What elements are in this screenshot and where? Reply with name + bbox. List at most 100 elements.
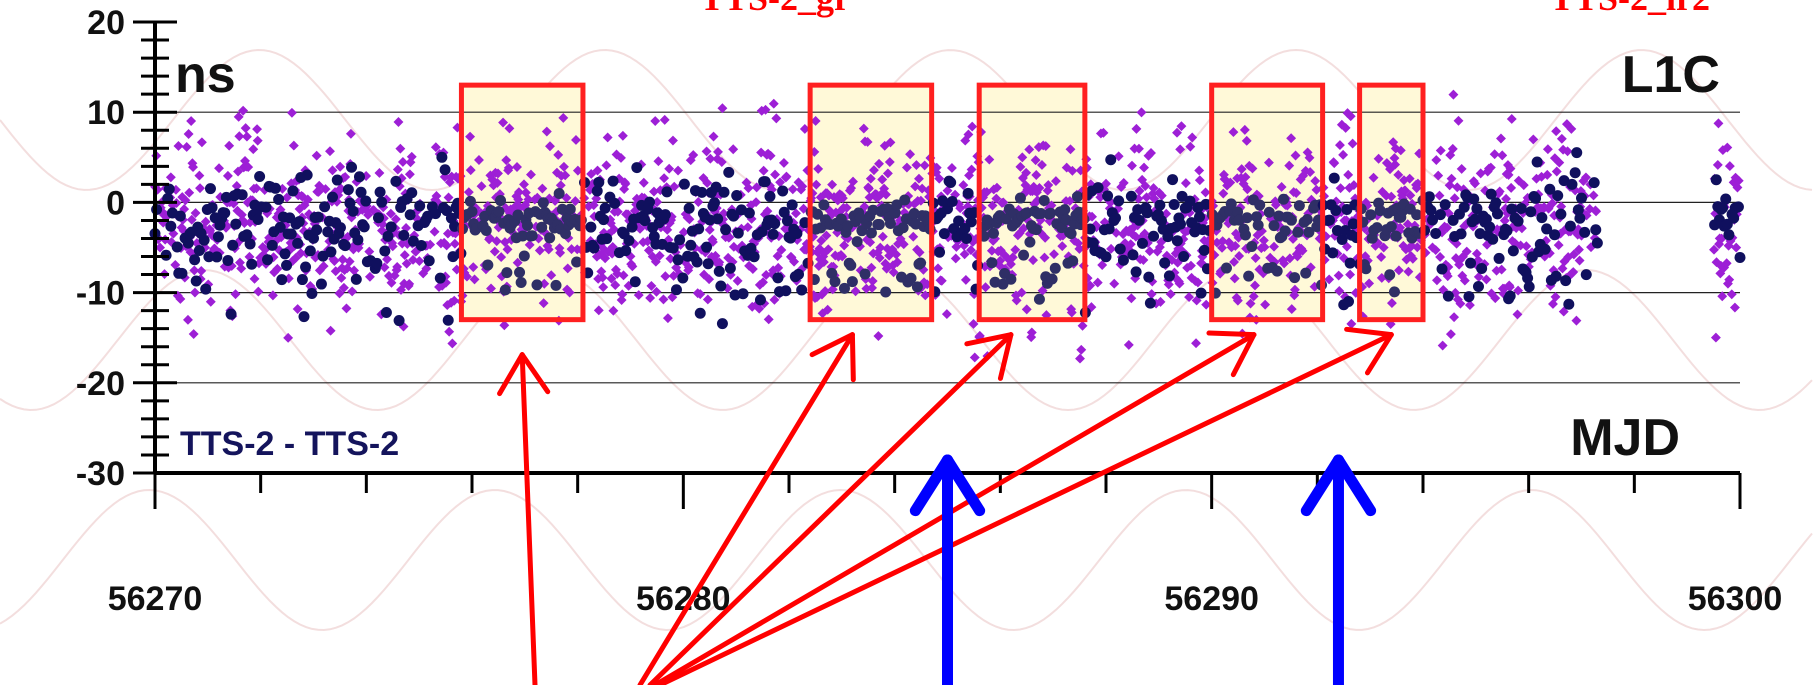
point-purple [1724,161,1735,172]
point-purple [496,252,507,263]
point-purple [1236,164,1247,175]
point-purple [233,111,244,122]
point-navy [911,281,923,293]
point-purple [543,244,554,255]
point-purple [465,131,476,142]
point-navy [731,190,743,202]
point-purple [1085,280,1096,291]
point-navy [685,239,697,251]
point-purple [449,295,460,306]
point-purple [382,254,392,265]
point-navy [360,195,372,207]
point-purple [1485,162,1496,173]
point-navy [1103,223,1115,235]
point-purple [1461,246,1472,257]
point-navy [1384,269,1396,281]
point-navy [1198,244,1210,256]
point-purple [249,273,260,284]
point-purple [1291,188,1302,198]
point-navy [371,257,383,269]
point-purple [704,274,715,285]
point-purple [609,224,619,235]
point-navy [174,210,186,222]
point-navy [355,186,367,198]
point-purple [230,289,241,300]
x-tick-label: 56300 [1688,580,1783,618]
point-navy [1065,228,1077,240]
point-navy [713,265,725,277]
point-navy [851,236,863,248]
point-purple [791,208,801,219]
point-purple [865,173,876,184]
y-tick-label: 20 [87,4,125,42]
point-purple [1376,252,1387,263]
point-purple [1378,242,1389,253]
point-purple [1057,241,1068,252]
point-purple [252,124,263,135]
point-purple [173,140,184,151]
point-purple [1234,251,1245,261]
blue-arrow-head [1300,454,1344,517]
point-navy [1195,287,1207,299]
point-purple [562,263,573,274]
point-purple [1134,143,1144,154]
point-purple [408,254,418,265]
point-purple [545,141,555,152]
point-purple [252,135,263,146]
point-purple [1580,172,1591,183]
point-purple [593,305,604,316]
point-navy [986,257,998,269]
red-arrow [647,332,1014,685]
point-navy [380,306,392,318]
point-purple [781,171,792,182]
point-purple [283,332,294,343]
point-navy [987,227,999,239]
point-navy [745,242,757,254]
point-purple [205,296,216,307]
point-navy [1455,228,1467,240]
point-purple [1513,285,1524,296]
point-navy [1566,178,1578,190]
point-purple [643,245,654,256]
point-purple [1334,286,1345,296]
point-navy [182,237,194,249]
point-purple [1368,172,1379,183]
point-purple [601,160,612,171]
point-purple [1010,244,1021,255]
point-navy [189,254,201,266]
point-navy [715,280,727,292]
point-purple [1118,177,1129,188]
point-navy [1472,281,1484,293]
point-navy [1476,263,1488,275]
point-navy [1522,272,1534,284]
point-navy [1168,198,1180,210]
point-purple [1722,142,1733,153]
point-purple [1347,138,1358,149]
point-purple [501,155,512,166]
point-purple [1442,271,1453,282]
point-purple [885,137,896,148]
blue-arrow-head [909,454,953,517]
point-navy [536,221,548,233]
x-axis-label: MJD [1570,409,1680,467]
point-purple [1470,178,1480,189]
point-navy [414,200,426,212]
point-purple [335,161,346,172]
point-purple [1504,282,1515,293]
point-purple [820,286,831,297]
point-navy [1000,213,1012,225]
point-purple [1290,150,1301,161]
point-purple [1558,306,1569,317]
point-navy [1536,212,1548,224]
point-navy [304,245,316,257]
point-navy [1133,214,1145,226]
point-navy [287,185,299,197]
point-purple [799,124,810,134]
header-label-left: TTS-2_gr [700,0,850,18]
point-purple [504,123,515,134]
point-navy [1102,190,1114,202]
point-purple [1015,161,1026,172]
point-navy [1246,240,1258,252]
point-navy [884,217,896,229]
